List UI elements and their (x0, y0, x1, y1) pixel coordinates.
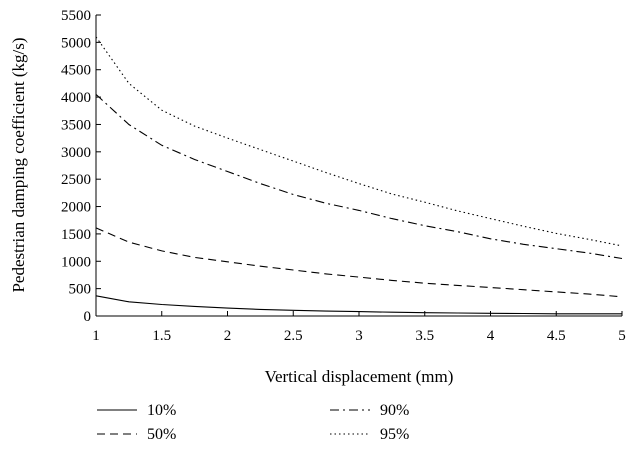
legend-label: 50% (147, 426, 176, 443)
series-lines (95, 36, 623, 315)
legend-label: 90% (380, 402, 409, 419)
y-tick-label: 4000 (61, 90, 91, 106)
series-line-50pct (95, 227, 623, 298)
plot-area: 1 1.5 2 2.5 3 3.5 4 4.5 5 0 500 1000 1500 2000 2500 30… (61, 8, 626, 344)
y-tick-label: 2000 (61, 200, 91, 216)
y-tick-label: 3500 (61, 117, 91, 133)
legend-label: 95% (380, 426, 409, 443)
y-tick-label: 1500 (61, 227, 91, 243)
y-tick-label: 3000 (61, 145, 91, 161)
legend: 10% 50% 90% 95% (97, 402, 409, 443)
x-tick-label: 3 (355, 328, 363, 344)
x-tick-label: 5 (618, 328, 626, 344)
y-tick-label: 500 (69, 282, 92, 298)
x-tick-label: 1 (92, 328, 100, 344)
x-tick-label: 2.5 (284, 328, 303, 344)
y-tick-label: 0 (84, 309, 92, 325)
x-tick-label: 2 (224, 328, 232, 344)
x-tick-label: 4.5 (547, 328, 566, 344)
legend-label: 10% (147, 402, 176, 419)
x-axis-ticks: 1 1.5 2 2.5 3 3.5 4 4.5 5 (92, 311, 626, 344)
series-line-95pct (95, 36, 623, 247)
series-line-90pct (95, 93, 623, 260)
x-axis-title: Vertical displacement (mm) (265, 367, 454, 386)
y-tick-label: 5000 (61, 35, 91, 51)
y-tick-label: 1000 (61, 254, 91, 270)
y-axis-ticks: 0 500 1000 1500 2000 2500 3000 3500 4000 4500 5000… (61, 8, 101, 325)
x-tick-label: 4 (487, 328, 495, 344)
y-tick-label: 5500 (61, 8, 91, 24)
y-axis-title: Pedestrian damping coefficient (kg/s) (9, 37, 28, 292)
y-tick-label: 2500 (61, 172, 91, 188)
series-line-10pct (95, 295, 622, 315)
x-tick-label: 1.5 (152, 328, 171, 344)
x-tick-label: 3.5 (415, 328, 434, 344)
y-tick-label: 4500 (61, 63, 91, 79)
